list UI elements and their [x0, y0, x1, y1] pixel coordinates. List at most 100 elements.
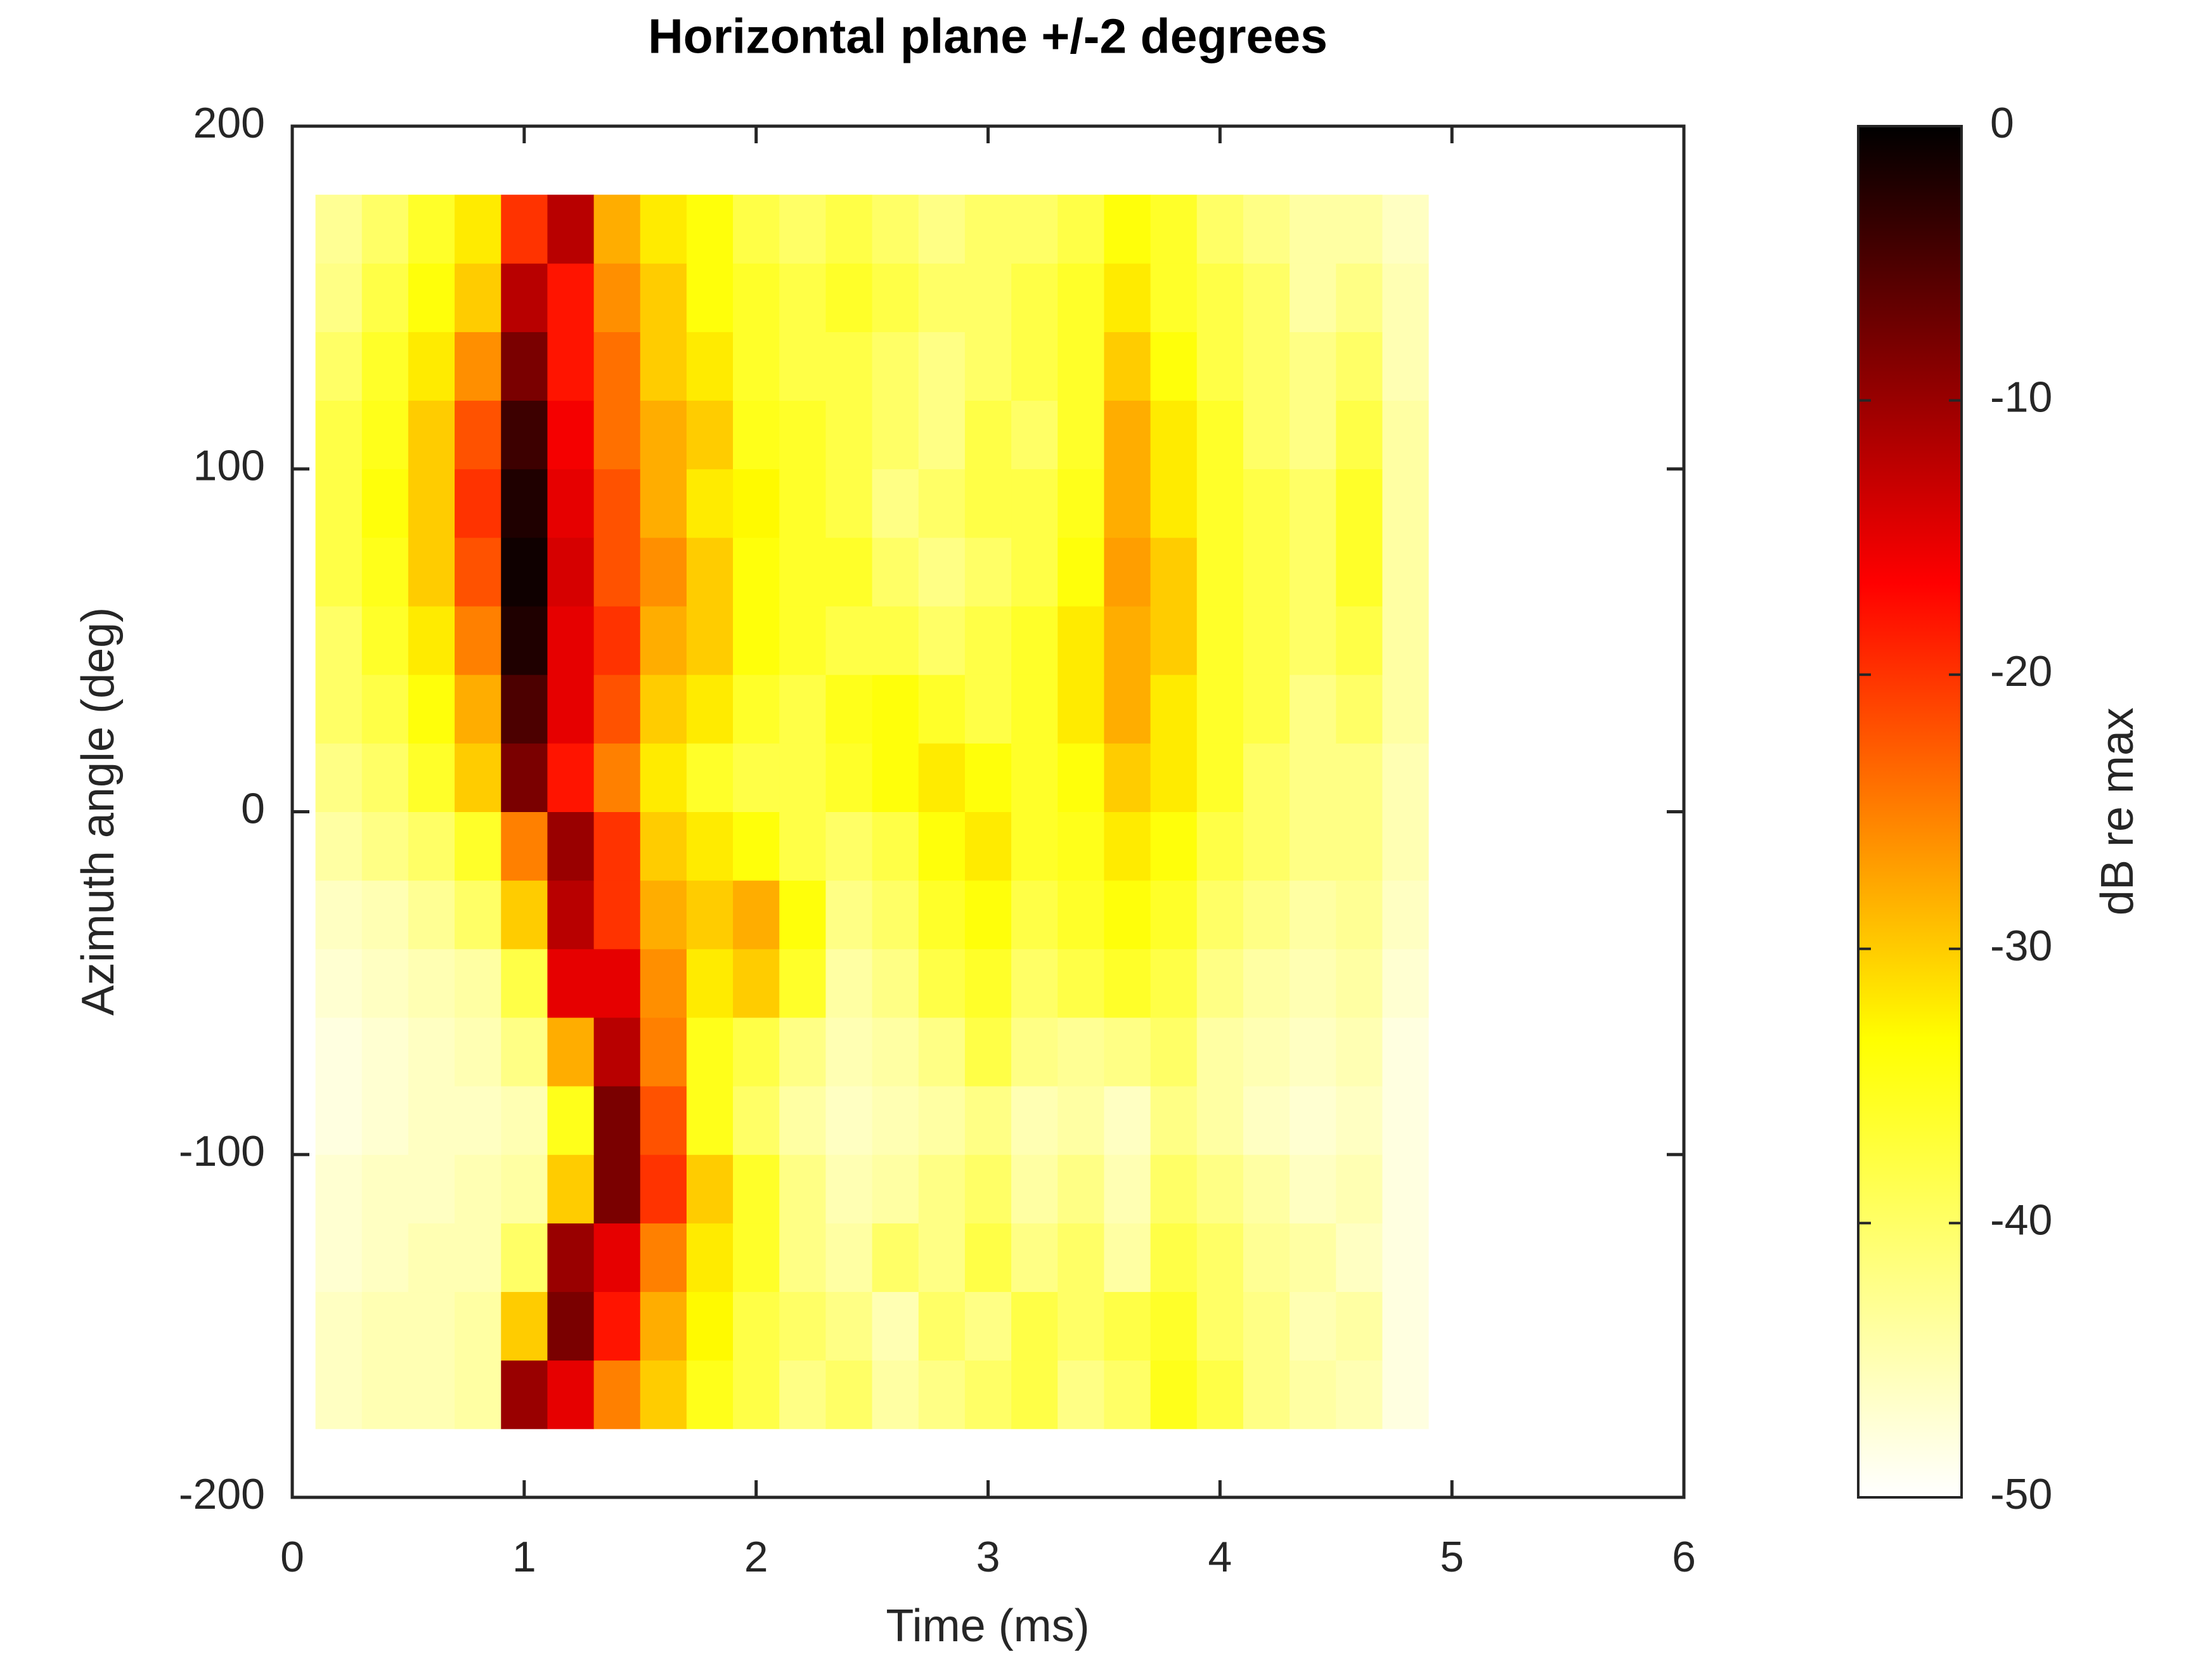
heatmap-cell: [1243, 263, 1290, 332]
chart-title: Horizontal plane +/-2 degrees: [648, 9, 1328, 63]
heatmap-cell: [1057, 1360, 1104, 1430]
heatmap-cell: [1150, 1086, 1198, 1155]
colorbar-tick-label: -50: [1990, 1470, 2052, 1518]
heatmap-cell: [1243, 1017, 1290, 1087]
heatmap-cell: [455, 675, 501, 744]
heatmap-cell: [1104, 468, 1151, 538]
heatmap-cell: [918, 468, 966, 538]
heatmap-cell: [686, 1086, 734, 1155]
heatmap-cell: [1196, 1291, 1244, 1361]
heatmap-cell: [361, 1154, 409, 1223]
heatmap-cell: [1290, 537, 1336, 607]
heatmap-cell: [1057, 1291, 1104, 1361]
heatmap-cell: [455, 811, 501, 881]
heatmap-cell: [918, 1154, 966, 1223]
heatmap-cell: [1150, 332, 1198, 401]
heatmap-cell: [1057, 332, 1104, 401]
heatmap-cell: [1104, 400, 1151, 470]
heatmap-cell: [315, 606, 363, 675]
heatmap-cell: [315, 880, 363, 950]
heatmap-cell: [408, 880, 455, 950]
heatmap-cell: [455, 468, 501, 538]
heatmap-cell: [1290, 880, 1336, 950]
heatmap-cell: [825, 1291, 873, 1361]
heatmap-cell: [1336, 1223, 1383, 1293]
heatmap-cell: [1150, 263, 1198, 332]
heatmap-cell: [361, 263, 409, 332]
heatmap-cell: [964, 1017, 1012, 1087]
heatmap-cell: [408, 743, 455, 812]
heatmap-cell: [501, 468, 548, 538]
heatmap-cell: [733, 1017, 780, 1087]
heatmap-cell: [455, 1223, 501, 1293]
heatmap-cell: [501, 263, 548, 332]
heatmap-cell: [501, 1360, 548, 1430]
heatmap-cell: [315, 743, 363, 812]
heatmap-cell: [1428, 1291, 1476, 1361]
heatmap-cell: [1196, 743, 1244, 812]
heatmap-cell: [315, 1223, 363, 1293]
heatmap-cell: [547, 195, 595, 264]
heatmap-cell: [501, 948, 548, 1018]
heatmap-cell: [964, 1291, 1012, 1361]
heatmap-cell: [733, 675, 780, 744]
heatmap-cell: [872, 948, 919, 1018]
heatmap-cell: [1428, 606, 1476, 675]
heatmap-cell: [408, 606, 455, 675]
heatmap-cell: [1011, 263, 1058, 332]
heatmap-cell: [779, 537, 826, 607]
heatmap-cell: [964, 400, 1012, 470]
heatmap-cell: [361, 1291, 409, 1361]
heatmap-cell: [1196, 1086, 1244, 1155]
heatmap-cell: [1428, 811, 1476, 881]
heatmap-cell: [733, 606, 780, 675]
y-tick-label: -100: [179, 1127, 265, 1175]
x-axis-label: Time (ms): [886, 1601, 1089, 1651]
heatmap-cell: [1057, 400, 1104, 470]
heatmap-cell: [1336, 606, 1383, 675]
heatmap-cell: [1011, 1291, 1058, 1361]
x-tick-label: 3: [976, 1533, 1000, 1581]
heatmap-cell: [640, 537, 687, 607]
heatmap-cell: [686, 468, 734, 538]
heatmap-cell: [779, 1291, 826, 1361]
heatmap-cell: [593, 1154, 641, 1223]
heatmap-cell: [1011, 1154, 1058, 1223]
heatmap-cell: [779, 606, 826, 675]
heatmap-cell: [686, 811, 734, 881]
heatmap-cell: [1057, 468, 1104, 538]
heatmap-cell: [1243, 1360, 1290, 1430]
heatmap-cell: [1150, 1017, 1198, 1087]
heatmap-cell: [779, 400, 826, 470]
heatmap-cell: [408, 811, 455, 881]
heatmap-cell: [501, 1154, 548, 1223]
heatmap-cell: [455, 1360, 501, 1430]
heatmap-cell: [1428, 675, 1476, 744]
heatmap-cell: [872, 263, 919, 332]
heatmap-cell: [1011, 743, 1058, 812]
heatmap-cell: [455, 263, 501, 332]
heatmap-cell: [872, 1360, 919, 1430]
heatmap-cell: [779, 675, 826, 744]
colorbar-tick-label: 0: [1990, 99, 2014, 147]
heatmap-cell: [1196, 332, 1244, 401]
heatmap-cell: [779, 880, 826, 950]
heatmap-cell: [825, 948, 873, 1018]
heatmap-cell: [1150, 468, 1198, 538]
heatmap-cell: [1011, 537, 1058, 607]
heatmap-cell: [1057, 811, 1104, 881]
heatmap-cell: [872, 468, 919, 538]
heatmap-cell: [1104, 1223, 1151, 1293]
colorbar-tick-label: -20: [1990, 647, 2052, 695]
heatmap-cell: [918, 1291, 966, 1361]
heatmap-cell: [593, 537, 641, 607]
colorbar: [1857, 125, 1963, 1499]
heatmap-cell: [918, 332, 966, 401]
heatmap-cell: [1057, 606, 1104, 675]
heatmap-cell: [1104, 332, 1151, 401]
heatmap-cell: [964, 1086, 1012, 1155]
heatmap-cell: [825, 880, 873, 950]
heatmap-cell: [733, 537, 780, 607]
heatmap-cell: [640, 468, 687, 538]
heatmap-cell: [547, 743, 595, 812]
